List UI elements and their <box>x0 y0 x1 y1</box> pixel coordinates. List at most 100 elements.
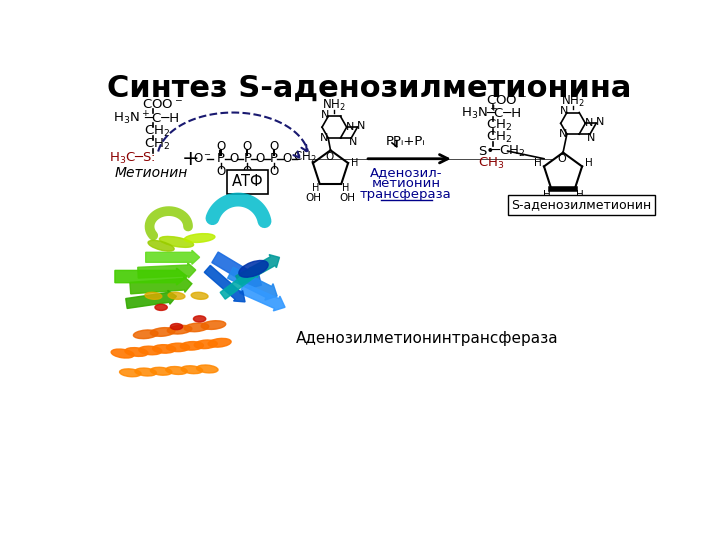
Text: CH$_3$: CH$_3$ <box>478 156 505 171</box>
Text: O: O <box>269 140 278 153</box>
Text: +: + <box>181 148 199 168</box>
FancyArrow shape <box>204 265 245 302</box>
Text: H: H <box>575 190 583 200</box>
Ellipse shape <box>168 292 185 299</box>
Ellipse shape <box>148 240 174 251</box>
Text: O: O <box>325 152 333 161</box>
Text: O: O <box>217 140 226 153</box>
Text: N: N <box>346 122 355 132</box>
FancyArrow shape <box>220 268 260 299</box>
Text: N: N <box>559 129 567 139</box>
Ellipse shape <box>120 369 141 377</box>
Text: CH$_2$: CH$_2$ <box>486 118 513 133</box>
Text: Аденозил-: Аденозил- <box>369 166 442 179</box>
Text: N: N <box>348 137 357 147</box>
FancyArrow shape <box>126 291 176 308</box>
Text: O: O <box>243 165 252 178</box>
Text: ─C─H: ─C─H <box>144 112 179 125</box>
Text: O: O <box>283 152 292 165</box>
Text: ─C─H: ─C─H <box>486 107 521 120</box>
Ellipse shape <box>184 323 209 332</box>
Text: COO$^-$: COO$^-$ <box>486 94 527 107</box>
Text: N: N <box>596 117 604 127</box>
FancyArrow shape <box>228 267 277 300</box>
Ellipse shape <box>167 325 192 334</box>
Ellipse shape <box>180 342 204 350</box>
Text: NH$_2$: NH$_2$ <box>561 94 585 109</box>
Ellipse shape <box>166 367 187 374</box>
Text: O: O <box>256 152 265 165</box>
Ellipse shape <box>191 292 208 299</box>
Text: CH$_2$: CH$_2$ <box>486 130 513 145</box>
Text: OH: OH <box>305 193 321 202</box>
Ellipse shape <box>153 345 176 353</box>
Text: N: N <box>357 120 366 131</box>
Text: OH: OH <box>340 193 356 202</box>
Text: ─CH$_2$: ─CH$_2$ <box>490 144 525 159</box>
Text: Аденозилметионинтрансфераза: Аденозилметионинтрансфераза <box>296 330 559 346</box>
Text: COO$^-$: COO$^-$ <box>142 98 183 111</box>
Text: H: H <box>585 158 593 168</box>
Text: P: P <box>269 152 277 165</box>
Text: P: P <box>243 152 251 165</box>
Ellipse shape <box>201 321 226 329</box>
Text: CH$_2$: CH$_2$ <box>144 137 171 152</box>
Text: H: H <box>312 183 320 193</box>
Text: метионин: метионин <box>372 177 441 190</box>
Text: N: N <box>559 106 568 116</box>
Ellipse shape <box>133 330 158 339</box>
Ellipse shape <box>125 348 148 356</box>
Text: CH$_2$: CH$_2$ <box>293 150 317 165</box>
FancyArrow shape <box>235 254 279 285</box>
Text: трансфераза: трансфераза <box>360 188 452 201</box>
Ellipse shape <box>139 346 162 355</box>
Text: S•: S• <box>478 145 495 158</box>
Ellipse shape <box>171 323 183 330</box>
Ellipse shape <box>197 365 218 373</box>
Text: H$_3$N$^+$: H$_3$N$^+$ <box>462 105 498 122</box>
Text: O: O <box>557 154 567 165</box>
FancyArrow shape <box>212 252 261 288</box>
Ellipse shape <box>166 343 189 352</box>
Text: АТФ: АТФ <box>232 174 263 190</box>
Ellipse shape <box>159 237 194 247</box>
Text: Синтез S-аденозилметионина: Синтез S-аденозилметионина <box>107 73 631 103</box>
Ellipse shape <box>155 304 167 310</box>
Ellipse shape <box>194 316 206 322</box>
Ellipse shape <box>135 368 156 376</box>
Text: H$_3$N$^+$: H$_3$N$^+$ <box>113 110 150 127</box>
Ellipse shape <box>208 339 231 347</box>
Text: O: O <box>217 165 226 178</box>
Text: O: O <box>243 140 252 153</box>
Text: S-аденозилметионин: S-аденозилметионин <box>511 198 652 212</box>
Text: OH: OH <box>539 201 557 211</box>
Text: O: O <box>269 165 278 178</box>
FancyArrow shape <box>240 283 285 311</box>
Ellipse shape <box>145 292 162 299</box>
Text: NH$_2$: NH$_2$ <box>323 98 346 113</box>
Ellipse shape <box>150 367 172 375</box>
Text: CH$_2$: CH$_2$ <box>144 124 171 139</box>
Ellipse shape <box>239 260 268 277</box>
Text: N: N <box>321 110 329 120</box>
Text: N: N <box>585 118 593 129</box>
Ellipse shape <box>194 340 217 349</box>
Text: P: P <box>217 152 225 165</box>
FancyArrow shape <box>115 268 187 285</box>
FancyArrow shape <box>138 263 196 278</box>
Text: H: H <box>543 190 551 200</box>
FancyArrow shape <box>145 251 199 264</box>
Text: N: N <box>588 133 595 143</box>
Text: O$^-$: O$^-$ <box>193 152 212 165</box>
Text: Метионин: Метионин <box>115 166 188 180</box>
Ellipse shape <box>111 349 134 358</box>
Text: H: H <box>534 158 541 168</box>
Ellipse shape <box>184 234 215 242</box>
Ellipse shape <box>181 366 202 374</box>
FancyArrow shape <box>130 276 192 294</box>
Text: PPᵢ+Pᵢ: PPᵢ+Pᵢ <box>386 136 426 148</box>
Text: O: O <box>230 152 239 165</box>
Text: H$_3$C─S:: H$_3$C─S: <box>109 151 156 166</box>
Ellipse shape <box>150 328 175 336</box>
Text: N: N <box>320 133 328 143</box>
